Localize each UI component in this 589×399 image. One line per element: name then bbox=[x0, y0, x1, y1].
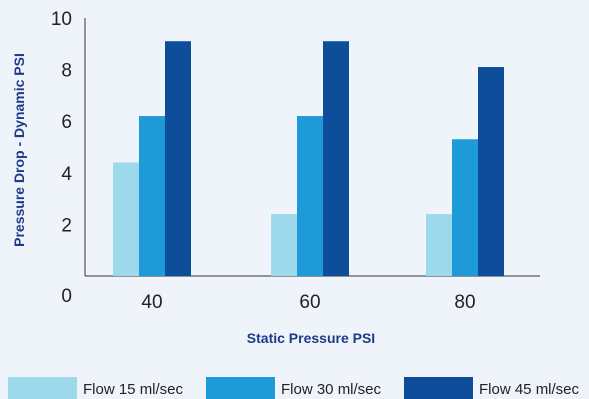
bar bbox=[323, 41, 349, 276]
x-tick-label: 60 bbox=[299, 292, 320, 313]
x-tick-labels: 40 60 80 bbox=[141, 292, 475, 313]
y-tick-label: 8 bbox=[61, 61, 72, 82]
y-tick-label: 2 bbox=[61, 215, 72, 236]
legend-entry: Flow 45 ml/sec bbox=[479, 381, 580, 398]
bar bbox=[139, 116, 165, 276]
legend-swatch bbox=[8, 377, 77, 399]
legend-entry: Flow 30 ml/sec bbox=[281, 381, 382, 398]
legend-swatch bbox=[206, 377, 275, 399]
bar bbox=[113, 162, 139, 276]
x-tick-label: 80 bbox=[454, 292, 475, 313]
y-axis-label: Pressure Drop - Dynamic PSI bbox=[11, 53, 27, 247]
legend-swatch bbox=[404, 377, 473, 399]
bar bbox=[426, 214, 452, 276]
legend-entry: Flow 15 ml/sec bbox=[83, 381, 184, 398]
y-tick-label: 6 bbox=[61, 112, 72, 133]
bar bbox=[297, 116, 323, 276]
x-axis-label: Static Pressure PSI bbox=[247, 330, 375, 346]
bar bbox=[452, 139, 478, 276]
bar bbox=[271, 214, 297, 276]
bars bbox=[113, 41, 504, 277]
legend: Flow 15 ml/sec Flow 30 ml/sec Flow 45 ml/s… bbox=[8, 377, 580, 399]
y-tick-label: 0 bbox=[61, 286, 72, 307]
x-tick-label: 40 bbox=[141, 292, 162, 313]
y-tick-label: 4 bbox=[61, 164, 72, 185]
y-tick-labels: 0 2 4 6 8 10 bbox=[51, 9, 73, 307]
bar bbox=[478, 67, 504, 277]
bar bbox=[165, 41, 191, 276]
y-tick-label: 10 bbox=[51, 9, 72, 30]
